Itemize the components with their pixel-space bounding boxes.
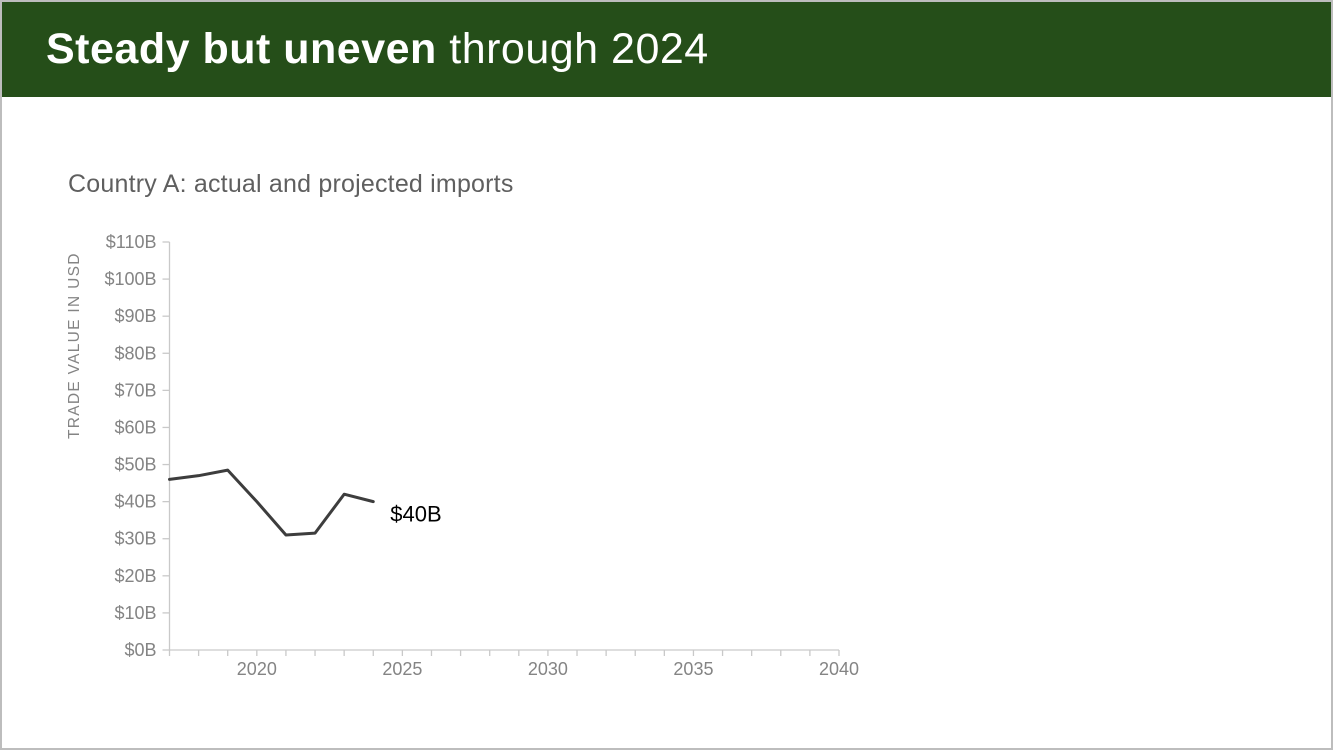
y-tick-label: $20B (114, 566, 156, 586)
x-tick-label: 2035 (673, 659, 713, 679)
y-tick-label: $30B (114, 529, 156, 549)
slide-title-emphasis: Steady but uneven (46, 25, 437, 73)
y-tick-label: $100B (104, 269, 156, 289)
slide-title: Steady but uneven through 2024 (46, 28, 709, 71)
y-axis: $0B $10B $20B $30B $40B $50B $60B $70B $80B $90B $… (104, 232, 171, 660)
y-tick-label: $40B (114, 492, 156, 512)
y-tick-label: $10B (114, 603, 156, 623)
y-tick-label: $70B (114, 380, 156, 400)
y-tick-label: $50B (114, 455, 156, 475)
end-value-label: $40B (390, 502, 441, 527)
y-tick-label: $110B (106, 232, 157, 252)
x-tick-label: 2030 (528, 659, 568, 679)
y-tick-label: $0B (124, 640, 156, 660)
chart-title: Country A: actual and projected imports (68, 170, 514, 198)
x-tick-label: 2040 (819, 659, 859, 679)
x-tick-label: 2020 (237, 659, 277, 679)
y-tick-label: $60B (114, 417, 156, 437)
y-tick-label: $90B (114, 306, 156, 326)
x-tick-label: 2025 (382, 659, 422, 679)
imports-line (168, 468, 375, 537)
y-axis-title: TRADE VALUE IN USD (66, 252, 83, 439)
x-axis: 2020 2025 2030 2035 2040 (168, 649, 859, 679)
slide-title-rest: through 2024 (436, 25, 709, 73)
y-tick-label: $80B (114, 343, 156, 363)
slide-header: Steady but uneven through 2024 (2, 2, 1331, 97)
